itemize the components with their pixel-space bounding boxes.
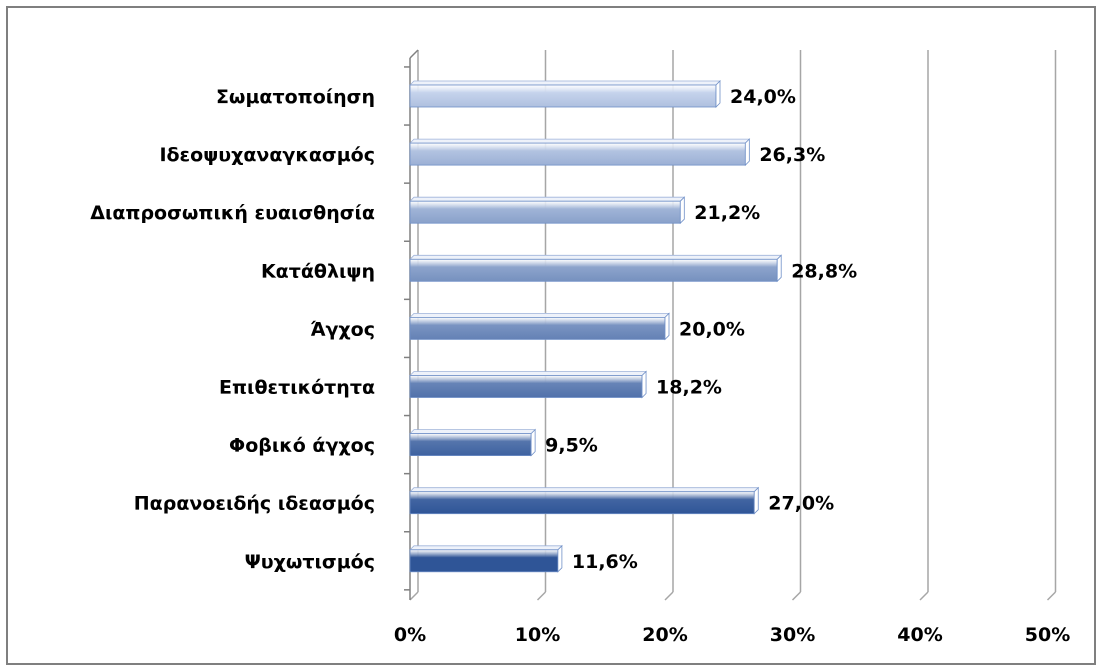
bar-top-face xyxy=(409,138,751,144)
gridline-floor-10 xyxy=(536,591,547,601)
category-label: Φοβικό άγχος xyxy=(229,435,375,457)
bar-front-face xyxy=(409,549,559,573)
x-tick-label: 10% xyxy=(515,624,560,646)
bar-front-face xyxy=(409,316,666,340)
x-tick-label: 40% xyxy=(897,624,942,646)
bar-top-face xyxy=(409,254,783,260)
category-label: Παρανοειδής ιδεασμός xyxy=(134,493,375,515)
x-tick-label: 50% xyxy=(1025,624,1070,646)
category-label: Επιθετικότητα xyxy=(219,377,375,399)
value-label: 28,8% xyxy=(791,260,857,282)
bar-front-face xyxy=(409,433,532,457)
value-label: 24,0% xyxy=(730,86,796,108)
gridline-floor-0 xyxy=(409,591,419,601)
bars xyxy=(409,80,783,573)
bar-front-face xyxy=(409,84,717,108)
value-label: 9,5% xyxy=(545,435,598,457)
bar-1 xyxy=(409,80,721,108)
bar-end-face xyxy=(753,486,759,515)
bar-3 xyxy=(409,196,686,225)
bar-end-face xyxy=(557,544,563,573)
gridline-floor-50 xyxy=(1046,591,1057,601)
bar-9 xyxy=(409,544,563,573)
gridline-floor-20 xyxy=(664,591,674,601)
bar-7 xyxy=(409,428,537,457)
value-label: 20,0% xyxy=(679,318,745,340)
value-label: 21,2% xyxy=(694,202,760,224)
bar-top-face xyxy=(409,312,670,318)
category-label: Κατάθλιψη xyxy=(261,260,375,282)
bar-end-face xyxy=(744,138,750,167)
gridline-floor-30 xyxy=(791,591,802,601)
bar-top-face xyxy=(409,196,686,202)
bar-8 xyxy=(409,486,760,515)
bar-top-face xyxy=(409,545,563,551)
category-label: Διαπροσωπική ευαισθησία xyxy=(90,202,375,224)
bar-top-face xyxy=(409,371,648,376)
value-label: 26,3% xyxy=(759,144,825,166)
bar-front-face xyxy=(409,142,746,166)
bar-end-face xyxy=(530,428,536,457)
bar-top-face xyxy=(409,429,537,435)
bar-end-face xyxy=(776,254,782,283)
labels: Σωματοποίηση 24,0% Ιδεοψυχαναγκασμός 26,3% Δ… xyxy=(90,86,1070,646)
value-label: 11,6% xyxy=(572,551,638,573)
bar-top-face xyxy=(409,80,721,86)
bar-end-face xyxy=(641,370,647,399)
value-label: 27,0% xyxy=(768,493,834,515)
bar-front-face xyxy=(409,258,778,282)
bar-front-face xyxy=(409,200,681,224)
x-tick-label: 20% xyxy=(642,624,687,646)
bar-end-face xyxy=(664,312,670,341)
bar-5 xyxy=(409,312,670,341)
bar-end-face xyxy=(715,80,721,108)
x-tick-label: 30% xyxy=(770,624,815,646)
value-label: 18,2% xyxy=(656,377,722,399)
x-tick-label: 0% xyxy=(394,624,426,646)
bar-top-face xyxy=(409,487,760,493)
category-label: Ιδεοψυχαναγκασμός xyxy=(159,144,375,166)
bar-6 xyxy=(409,370,648,399)
category-label: Ψυχωτισμός xyxy=(245,551,375,573)
category-label: Άγχος xyxy=(310,318,375,340)
category-label: Σωματοποίηση xyxy=(216,86,375,108)
bar-front-face xyxy=(409,375,643,398)
bar-end-face xyxy=(679,196,685,225)
bar-4 xyxy=(409,254,783,283)
category-axis-wall xyxy=(409,49,419,59)
bar-2 xyxy=(409,138,751,167)
bar-front-face xyxy=(409,491,755,515)
gridline-floor-40 xyxy=(919,591,929,601)
